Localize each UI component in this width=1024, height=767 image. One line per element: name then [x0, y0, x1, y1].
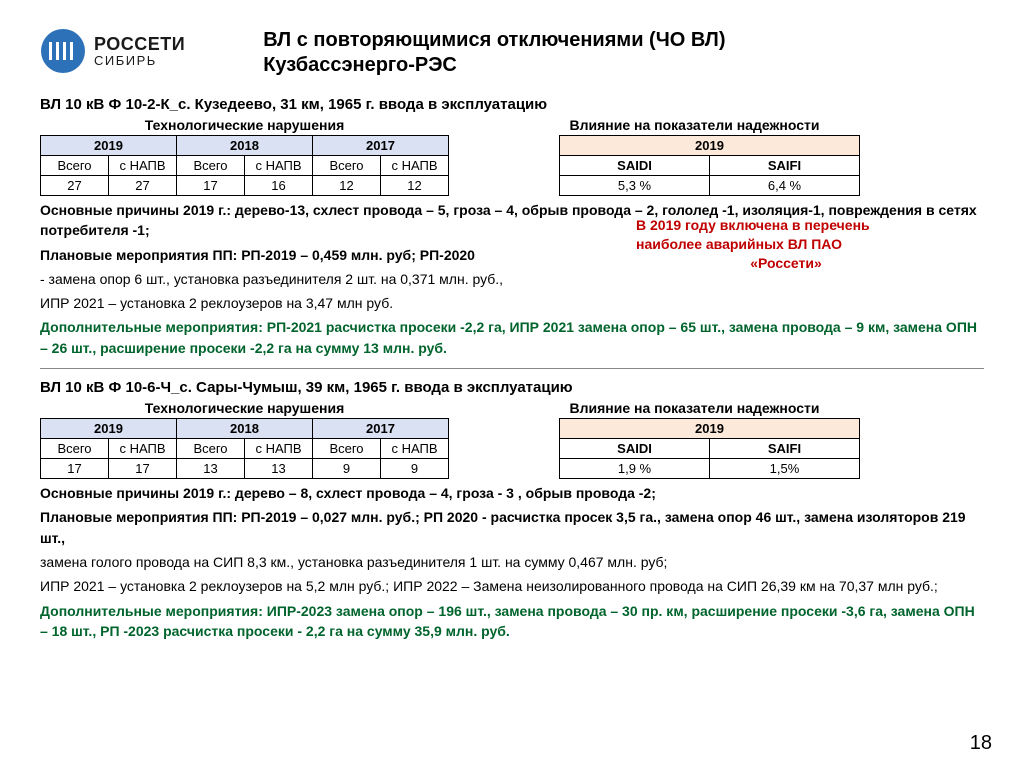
table-cell: SAIDI — [560, 439, 710, 459]
table-cell: 17 — [41, 459, 109, 479]
table-cell: с НАПВ — [381, 156, 449, 176]
title-line-1: ВЛ с повторяющимися отключениями (ЧО ВЛ) — [263, 28, 725, 53]
title-line-2: Кузбассэнерго-РЭС — [263, 53, 725, 78]
logo: РОССЕТИ СИБИРЬ — [40, 28, 185, 74]
section2-left-block: Технологические нарушения 2019 2018 2017… — [40, 400, 449, 479]
table-cell: 16 — [245, 176, 313, 196]
table-cell: 2017 — [313, 136, 449, 156]
red-note-line-2: «Россети» — [636, 254, 936, 273]
table-cell: 13 — [177, 459, 245, 479]
table-cell: 9 — [381, 459, 449, 479]
section2-reliability-table: 2019 SAIDI SAIFI 1,9 % 1,5% — [559, 418, 860, 479]
logo-text-sub: СИБИРЬ — [94, 54, 185, 68]
section1-headline: ВЛ 10 кВ Ф 10-2-К_с. Кузедеево, 31 км, 1… — [40, 96, 984, 113]
table-cell: 27 — [109, 176, 177, 196]
section2-ipr: ИПР 2021 – установка 2 реклоузеров на 5,… — [40, 576, 984, 596]
page-header: РОССЕТИ СИБИРЬ ВЛ с повторяющимися отклю… — [40, 28, 984, 78]
section1-right-title: Влияние на показатели надежности — [529, 117, 860, 133]
table-cell: Всего — [177, 156, 245, 176]
table-cell: 1,9 % — [560, 459, 710, 479]
table-cell: Всего — [313, 156, 381, 176]
section2-plan-2: замена голого провода на СИП 8,3 км., ус… — [40, 552, 984, 572]
page-number: 18 — [970, 732, 992, 755]
red-note-line-1: В 2019 году включена в перечень наиболее… — [636, 217, 870, 252]
table-cell: 9 — [313, 459, 381, 479]
divider — [40, 368, 984, 369]
section1-ipr: ИПР 2021 – установка 2 реклоузеров на 3,… — [40, 293, 984, 313]
section2-headline: ВЛ 10 кВ Ф 10-6-Ч_с. Сары-Чумыш, 39 км, … — [40, 379, 984, 396]
section2-plan-1: Плановые мероприятия ПП: РП-2019 – 0,027… — [40, 507, 984, 548]
page-title: ВЛ с повторяющимися отключениями (ЧО ВЛ)… — [263, 28, 725, 78]
table-cell: 12 — [313, 176, 381, 196]
table-cell: 17 — [177, 176, 245, 196]
table-cell: 2017 — [313, 419, 449, 439]
section-2: ВЛ 10 кВ Ф 10-6-Ч_с. Сары-Чумыш, 39 км, … — [40, 379, 984, 641]
section1-left-title: Технологические нарушения — [40, 117, 449, 133]
section1-reliability-table: 2019 SAIDI SAIFI 5,3 % 6,4 % — [559, 135, 860, 196]
section1-red-note: В 2019 году включена в перечень наиболее… — [636, 216, 936, 273]
section2-right-title: Влияние на показатели надежности — [529, 400, 860, 416]
table-cell: 5,3 % — [560, 176, 710, 196]
table-cell: 2019 — [560, 419, 860, 439]
table-cell: Всего — [177, 439, 245, 459]
table-cell: с НАПВ — [109, 156, 177, 176]
section2-left-title: Технологические нарушения — [40, 400, 449, 416]
table-cell: SAIFI — [710, 439, 860, 459]
table-cell: 2018 — [177, 419, 313, 439]
section2-violations-table: 2019 2018 2017 Всего с НАПВ Всего с НАПВ… — [40, 418, 449, 479]
table-cell: с НАПВ — [109, 439, 177, 459]
table-cell: SAIDI — [560, 156, 710, 176]
table-cell: с НАПВ — [381, 439, 449, 459]
table-cell: 13 — [245, 459, 313, 479]
table-cell: Всего — [313, 439, 381, 459]
section1-plan-1: Плановые мероприятия ПП: РП-2019 – 0,459… — [40, 245, 670, 265]
table-cell: с НАПВ — [245, 156, 313, 176]
table-cell: с НАПВ — [245, 439, 313, 459]
table-cell: 2018 — [177, 136, 313, 156]
section2-right-block: Влияние на показатели надежности 2019 SA… — [529, 400, 860, 479]
section2-causes: Основные причины 2019 г.: дерево – 8, сх… — [40, 483, 984, 503]
table-cell: 2019 — [560, 136, 860, 156]
table-cell: 2019 — [41, 136, 177, 156]
section-1: ВЛ 10 кВ Ф 10-2-К_с. Кузедеево, 31 км, 1… — [40, 96, 984, 358]
section1-right-block: Влияние на показатели надежности 2019 SA… — [529, 117, 860, 196]
logo-icon — [40, 28, 86, 74]
table-cell: 6,4 % — [710, 176, 860, 196]
section2-extra: Дополнительные мероприятия: ИПР-2023 зам… — [40, 601, 984, 642]
section1-violations-table: 2019 2018 2017 Всего с НАПВ Всего с НАПВ… — [40, 135, 449, 196]
table-cell: 17 — [109, 459, 177, 479]
table-cell: 12 — [381, 176, 449, 196]
logo-text-main: РОССЕТИ — [94, 35, 185, 54]
section1-extra: Дополнительные мероприятия: РП-2021 расч… — [40, 317, 984, 358]
table-cell: Всего — [41, 439, 109, 459]
table-cell: Всего — [41, 156, 109, 176]
table-cell: 2019 — [41, 419, 177, 439]
section1-plan-2: - замена опор 6 шт., установка разъедини… — [40, 269, 700, 289]
table-cell: 27 — [41, 176, 109, 196]
section1-left-block: Технологические нарушения 2019 2018 2017… — [40, 117, 449, 196]
table-cell: 1,5% — [710, 459, 860, 479]
table-cell: SAIFI — [710, 156, 860, 176]
